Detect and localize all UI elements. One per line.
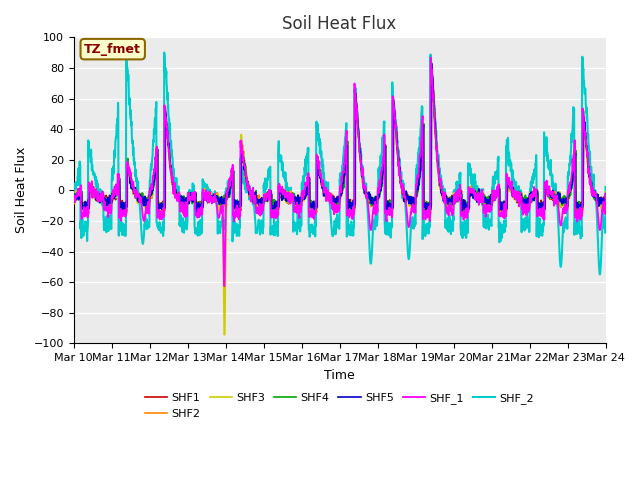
SHF_2 xyxy=(70,185,77,191)
SHF5 xyxy=(538,202,545,207)
SHF2 xyxy=(553,197,561,203)
SHF4 xyxy=(460,209,468,215)
SHF3 xyxy=(313,204,321,210)
Line: SHF5: SHF5 xyxy=(74,63,605,212)
SHF_1 xyxy=(470,190,477,195)
SHF5 xyxy=(369,199,376,205)
SHF2 xyxy=(70,191,77,197)
SHF3 xyxy=(470,192,477,198)
SHF_2 xyxy=(602,230,609,236)
SHF3 xyxy=(602,199,609,205)
SHF4 xyxy=(470,189,477,195)
SHF2 xyxy=(369,196,376,202)
SHF3 xyxy=(369,200,376,205)
SHF_1 xyxy=(427,55,435,60)
SHF4 xyxy=(312,206,320,212)
Line: SHF2: SHF2 xyxy=(74,66,605,214)
SHF5 xyxy=(553,193,561,199)
SHF_2 xyxy=(161,49,168,55)
SHF5 xyxy=(232,209,240,215)
SHF2 xyxy=(538,204,545,209)
SHF1 xyxy=(312,201,320,207)
SHF2 xyxy=(387,211,394,217)
SHF2 xyxy=(470,190,477,196)
SHF_1 xyxy=(602,211,609,217)
SHF2 xyxy=(602,193,609,199)
SHF4 xyxy=(428,61,435,67)
SHF_1 xyxy=(369,211,376,216)
SHF1 xyxy=(369,200,376,205)
SHF_1 xyxy=(221,283,228,289)
SHF1 xyxy=(470,191,477,196)
SHF4 xyxy=(70,196,77,202)
SHF4 xyxy=(369,202,376,207)
SHF_2 xyxy=(313,119,321,124)
SHF2 xyxy=(312,205,320,211)
Line: SHF1: SHF1 xyxy=(74,66,605,211)
SHF1 xyxy=(602,201,609,206)
Legend: SHF1, SHF2, SHF3, SHF4, SHF5, SHF_1, SHF_2: SHF1, SHF2, SHF3, SHF4, SHF5, SHF_1, SHF… xyxy=(141,389,539,423)
Line: SHF3: SHF3 xyxy=(74,65,605,335)
SHF4 xyxy=(602,191,609,197)
Line: SHF_2: SHF_2 xyxy=(74,52,605,275)
SHF_1 xyxy=(313,152,321,157)
SHF_1 xyxy=(553,198,561,204)
SHF_2 xyxy=(538,228,545,234)
SHF2 xyxy=(428,63,435,69)
SHF5 xyxy=(70,192,77,197)
SHF_2 xyxy=(469,172,477,178)
SHF1 xyxy=(428,63,435,69)
Line: SHF4: SHF4 xyxy=(74,64,605,212)
SHF3 xyxy=(428,62,435,68)
SHF3 xyxy=(602,189,609,194)
SHF4 xyxy=(602,198,609,204)
Title: Soil Heat Flux: Soil Heat Flux xyxy=(282,15,397,33)
SHF1 xyxy=(553,197,561,203)
SHF_1 xyxy=(538,212,545,217)
SHF5 xyxy=(313,204,321,210)
Y-axis label: Soil Heat Flux: Soil Heat Flux xyxy=(15,147,28,233)
SHF_1 xyxy=(602,191,609,196)
Line: SHF_1: SHF_1 xyxy=(74,58,605,286)
SHF1 xyxy=(602,193,609,199)
SHF_2 xyxy=(552,193,560,199)
SHF3 xyxy=(221,332,228,338)
SHF5 xyxy=(428,60,435,66)
SHF1 xyxy=(70,192,77,198)
SHF4 xyxy=(553,194,561,200)
SHF5 xyxy=(602,198,609,204)
SHF4 xyxy=(538,207,545,213)
SHF2 xyxy=(602,201,609,207)
Text: TZ_fmet: TZ_fmet xyxy=(84,43,141,56)
X-axis label: Time: Time xyxy=(324,369,355,382)
SHF_1 xyxy=(70,195,77,201)
SHF_2 xyxy=(369,231,376,237)
SHF3 xyxy=(553,200,561,206)
SHF5 xyxy=(470,195,477,201)
SHF3 xyxy=(70,194,77,200)
SHF3 xyxy=(538,204,545,210)
SHF5 xyxy=(602,192,609,197)
SHF1 xyxy=(538,204,545,209)
SHF_2 xyxy=(602,184,609,190)
SHF1 xyxy=(345,208,353,214)
SHF_2 xyxy=(596,272,604,277)
